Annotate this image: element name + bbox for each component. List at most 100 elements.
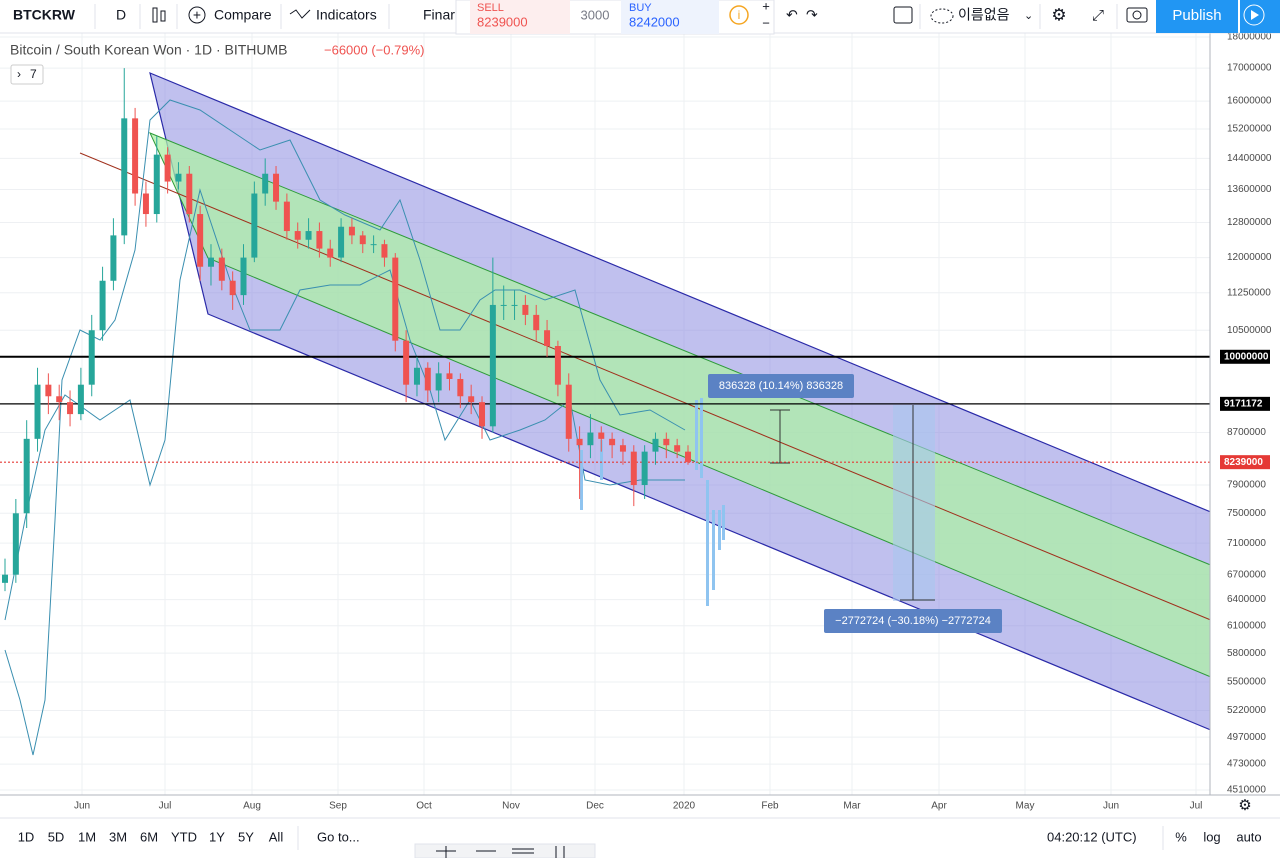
y-tick-label: 15200000 [1227,124,1272,135]
fullscreen-icon[interactable] [893,6,913,24]
sell-price: 8239000 [477,14,528,29]
y-tick-label: 16000000 [1227,96,1272,107]
candle-body [56,396,63,403]
candle-body [435,373,442,391]
info-icon[interactable] [729,5,749,25]
candle-body [630,451,637,486]
candle-body [273,173,280,202]
symbol[interactable]: BTCKRW [13,7,76,23]
level-labels: 10000000 9171172 8239000 [1220,349,1270,470]
y-tick-label: 7500000 [1227,508,1266,519]
log-toggle[interactable]: log [1203,829,1220,844]
price-level-label: 10000000 [1224,351,1269,362]
info-mark: i [738,8,741,22]
y-tick-label: 12000000 [1227,252,1272,263]
candle-body [164,154,171,182]
range-button[interactable]: 1D [18,829,35,844]
candle-body [186,173,193,215]
candle-body [511,304,518,306]
range-button[interactable]: 1M [78,829,96,844]
x-tick-label: Apr [931,801,947,812]
range-button[interactable]: 3M [109,829,127,844]
candles [2,68,691,592]
candle-body [359,235,366,245]
indicator-toggle[interactable] [10,64,44,85]
y-tick-label: 12800000 [1227,217,1272,228]
x-tick-label: May [1016,801,1035,812]
range-buttons: 1D 5D 1M 3M 6M YTD 1Y 5Y All [18,829,284,844]
candle-body [77,384,84,415]
layout-name[interactable]: 이름없음 [958,7,1010,23]
candle-body [316,231,323,249]
x-tick-label: Jul [159,801,172,812]
y-tick-label: 17000000 [1227,63,1272,74]
snapshot-icon[interactable] [1126,7,1148,23]
candle-body [218,257,225,281]
percent-toggle[interactable]: % [1175,829,1187,844]
range-button[interactable]: All [269,829,284,844]
price-level-tag [1220,349,1270,364]
candle-body [12,513,19,575]
y-tick-label: 4970000 [1227,732,1266,743]
spread: 3000 [581,7,610,22]
candle-body [565,384,572,439]
candle-body [413,367,420,385]
financials[interactable]: Finar [423,7,455,23]
publish-button[interactable] [1156,0,1238,33]
x-axis-labels: Jun Jul Aug Sep Oct Nov Dec 2020 Feb Mar Apr May Jun… [74,801,1202,812]
x-tick-label: Jun [1103,801,1119,812]
range-button[interactable]: YTD [171,829,197,844]
play-button[interactable] [1240,0,1280,33]
range-button[interactable]: 5Y [238,829,254,844]
settings-icon[interactable]: ⚙ [1238,797,1251,814]
sell-label: SELL [477,2,504,14]
candle-body [34,384,41,439]
candle-body [153,154,160,215]
y-tick-label: 5220000 [1227,705,1266,716]
indicator-toggle-label: › [17,67,21,81]
compare[interactable]: Compare [214,7,272,23]
y-axis-labels: 18000000 17000000 16000000 15200000 14400000… [1227,32,1272,796]
y-tick-label: 5800000 [1227,648,1266,659]
goto[interactable]: Go to... [317,829,360,844]
undo[interactable]: ↶ [786,7,798,23]
x-tick-label: Mar [843,801,861,812]
redo[interactable]: ↷ [806,7,818,23]
cloud-icon[interactable] [930,8,954,24]
settings[interactable]: ⚙ [1051,5,1066,24]
drawing-tools[interactable] [414,843,596,858]
price-level-tag [1220,455,1270,470]
range-button[interactable]: 5D [48,829,65,844]
auto-toggle[interactable]: auto [1236,829,1261,844]
range-button[interactable]: 1Y [209,829,225,844]
zoom-out[interactable]: − [762,15,770,30]
sell-button[interactable] [470,0,570,34]
y-tick-label: 4510000 [1227,785,1266,796]
candle-body [121,118,128,236]
candle-body [67,402,74,415]
y-tick-label: 11250000 [1227,287,1271,298]
bollinger-upper [4,99,686,756]
layout-caret[interactable]: ⌄ [1024,10,1033,22]
candle-type-icon[interactable] [152,7,166,23]
price-level-label: 8239000 [1224,457,1263,468]
compare-icon[interactable] [188,6,206,24]
range-button[interactable]: 6M [140,829,158,844]
candle-body [327,248,334,258]
candle-body [587,432,594,446]
expand[interactable]: ⤢ [1092,7,1105,24]
zoom-in[interactable]: + [762,0,770,13]
indicators[interactable]: Indicators [316,7,377,23]
candle-body [598,432,605,439]
candle-body [544,330,551,347]
interval[interactable]: D [116,7,126,23]
indicators-icon[interactable] [289,9,311,19]
candle-body [609,438,616,446]
candle-body [305,231,312,240]
buy-button[interactable] [621,0,719,34]
y-tick-label: 14400000 [1227,153,1272,164]
snapshot-lens [1132,10,1142,20]
y-tick-label: 7900000 [1227,480,1266,491]
candle-body [142,193,149,215]
